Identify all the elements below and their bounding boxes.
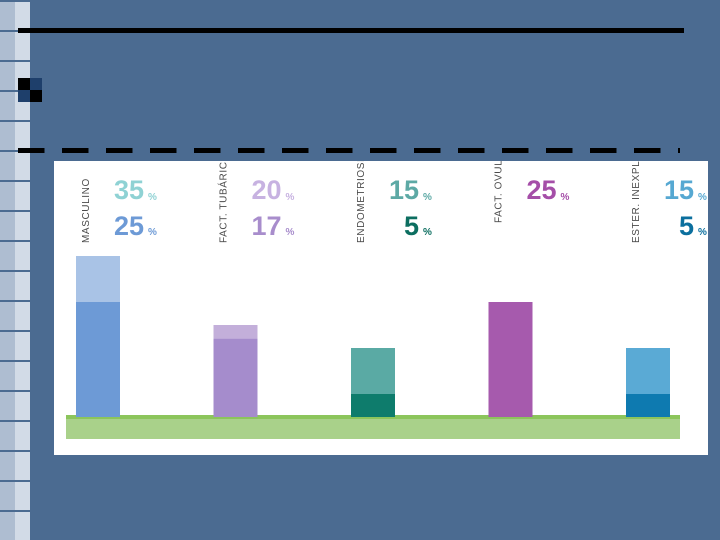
category-label-2: FACT. TUBÁRICO	[217, 161, 230, 243]
value-label-4-top: 25	[526, 175, 556, 205]
unit-label-5-top: %	[698, 192, 707, 203]
value-label-1-bottom: 25	[114, 211, 144, 241]
checker-bullet-icon	[18, 78, 42, 102]
unit-label-3-bottom: %	[423, 227, 432, 238]
bar-5-bottom	[626, 394, 670, 417]
value-label-5-top: 15	[664, 175, 694, 205]
unit-label-5-bottom: %	[698, 227, 707, 238]
ground-strip	[66, 417, 680, 439]
value-label-1-top: 35	[114, 175, 144, 205]
bar-3-bottom	[351, 394, 395, 417]
value-label-5-bottom: 5	[679, 211, 694, 241]
bar-1-bottom	[76, 302, 120, 417]
value-label-2-top: 20	[251, 175, 281, 205]
unit-label-2-bottom: %	[286, 227, 295, 238]
value-label-2-bottom: 17	[251, 211, 281, 241]
dashed-rule	[18, 148, 680, 153]
value-label-3-bottom: 5	[404, 211, 419, 241]
unit-label-1-top: %	[148, 192, 157, 203]
unit-label-1-bottom: %	[148, 227, 157, 238]
unit-label-2-top: %	[286, 192, 295, 203]
bar-2-bottom	[213, 338, 258, 417]
category-label-5: ESTER. INEXPLICADA	[631, 161, 642, 243]
bar-chart: MASCULINO 35 % 25% FACT. TUBÁRICO 20 % 17% ENDOM…	[66, 161, 707, 439]
category-label-3: ENDOMETRIOSIS	[356, 161, 367, 243]
value-label-3-top: 15	[389, 175, 419, 205]
unit-label-3-top: %	[423, 192, 432, 203]
unit-label-4-top: %	[561, 192, 570, 203]
category-label-4: FACT. OVULATORIO	[494, 161, 505, 223]
bar-4-top	[488, 302, 533, 417]
top-rule	[18, 28, 684, 33]
category-label-1: MASCULINO	[81, 178, 92, 243]
chart-panel: MASCULINO 35% 25% FACT. TUBÁRICO 20% 17% ENDOM…	[54, 161, 708, 455]
